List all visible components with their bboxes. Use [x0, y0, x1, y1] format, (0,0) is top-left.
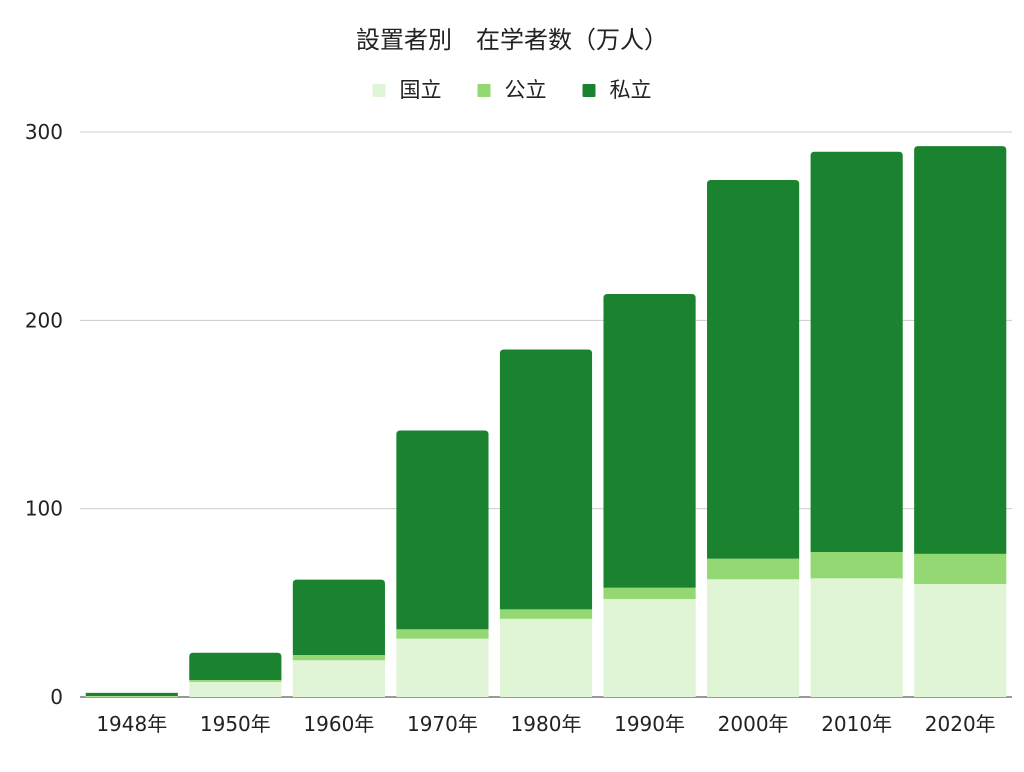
x-tick-label: 2000年 — [718, 712, 789, 736]
bar-national-1 — [189, 681, 282, 697]
legend-item: 国立 — [372, 78, 442, 102]
x-tick-label: 2010年 — [821, 712, 892, 736]
bar-public-4 — [499, 609, 593, 619]
bar-public-0 — [85, 696, 178, 697]
legend-label: 公立 — [505, 78, 547, 102]
legend: 国立 公立 私立 — [372, 78, 652, 102]
x-tick-label: 1970年 — [407, 712, 478, 736]
y-tick-label: 200 — [25, 308, 63, 332]
bars — [85, 146, 1007, 697]
x-tick-label: 1990年 — [614, 712, 685, 736]
bar-national-7 — [810, 578, 903, 697]
legend-label: 国立 — [400, 78, 442, 102]
bar-private-1 — [189, 652, 282, 681]
x-tick-label: 2020年 — [925, 712, 996, 736]
x-tick-label: 1948年 — [96, 712, 167, 736]
bar-private-2 — [292, 579, 385, 656]
bar-private-6 — [707, 180, 800, 559]
y-tick-label: 0 — [50, 685, 63, 709]
bar-national-0 — [85, 696, 178, 697]
bar-private-8 — [914, 146, 1007, 554]
legend-swatch — [372, 84, 386, 97]
legend-swatch — [477, 84, 491, 97]
y-tick-label: 300 — [25, 120, 63, 144]
bar-national-3 — [396, 638, 489, 697]
bar-private-5 — [603, 293, 696, 588]
bar-public-6 — [707, 558, 800, 580]
bar-private-4 — [499, 349, 593, 610]
legend-label: 私立 — [610, 78, 652, 102]
bar-public-7 — [810, 551, 903, 579]
x-tick-label: 1950年 — [200, 712, 271, 736]
bar-public-1 — [189, 680, 282, 682]
bar-private-3 — [396, 430, 489, 630]
legend-item: 私立 — [582, 78, 652, 102]
bar-national-5 — [603, 599, 696, 697]
x-tick-label: 1960年 — [303, 712, 374, 736]
bar-private-7 — [810, 151, 903, 552]
bar-national-8 — [914, 584, 1007, 697]
bar-public-8 — [914, 553, 1007, 584]
bar-national-6 — [707, 579, 800, 697]
y-tick-label: 100 — [25, 497, 63, 521]
x-axis-ticks: 1948年 1950年 1960年 1970年 1980年 1990年 2000年 2010年… — [96, 712, 995, 736]
bar-public-2 — [292, 655, 385, 661]
bar-private-0 — [85, 692, 178, 697]
legend-item: 公立 — [477, 78, 547, 102]
legend-swatch — [582, 84, 596, 97]
bar-national-2 — [292, 660, 385, 697]
x-tick-label: 1980年 — [511, 712, 582, 736]
bar-national-4 — [499, 618, 593, 697]
bar-public-5 — [603, 587, 696, 600]
y-axis-ticks: 0 100 200 300 — [25, 120, 63, 709]
chart-title: 設置者別 在学者数（万人） — [356, 26, 668, 54]
bar-public-3 — [396, 629, 489, 639]
